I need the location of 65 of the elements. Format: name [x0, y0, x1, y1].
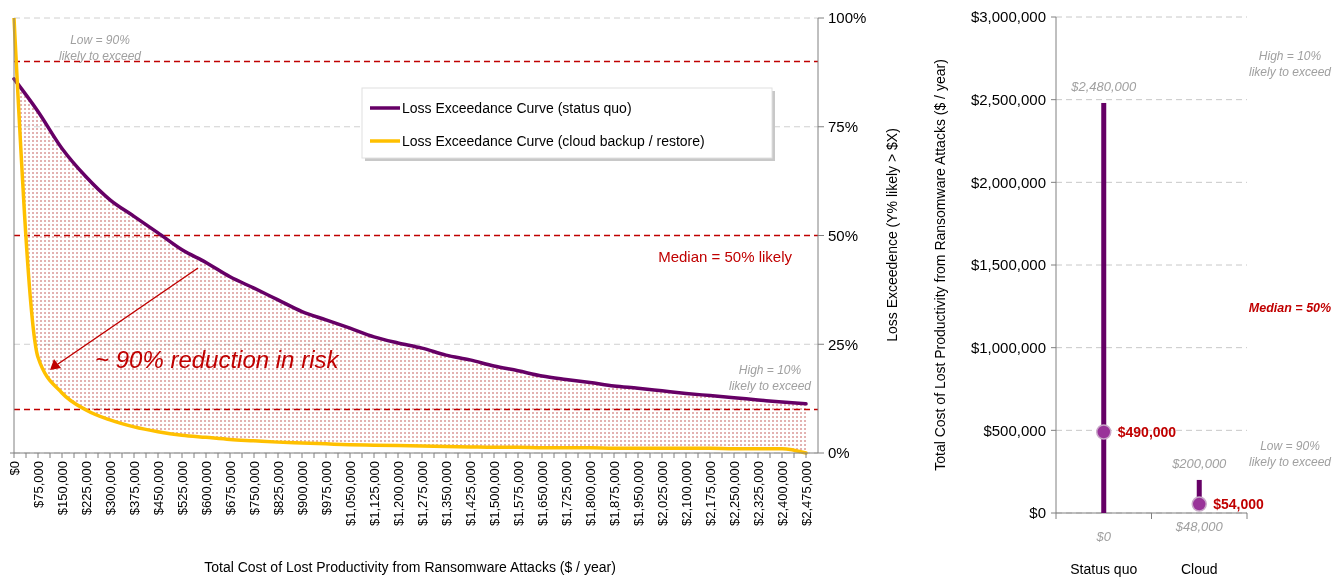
x-tick-label: $1,725,000 — [559, 461, 574, 527]
annotation: ~ 90% reduction in risk — [95, 346, 341, 373]
x-tick-label: $525,000 — [175, 461, 190, 516]
y-tick-label: $3,000,000 — [970, 8, 1046, 26]
x-tick-label: $2,175,000 — [703, 461, 718, 527]
y-tick-label: $1,500,000 — [970, 256, 1046, 274]
y-tick-label: $500,000 — [983, 421, 1046, 439]
x-tick-label: $0 — [7, 461, 22, 476]
y-tick-label: $2,000,000 — [970, 173, 1046, 191]
x-tick-label: $2,325,000 — [751, 461, 766, 527]
annotation: $200,000 — [1171, 455, 1228, 471]
legend-label: Loss Exceedance Curve (cloud backup / restore) — [402, 132, 705, 149]
x-tick-label: $675,000 — [223, 461, 238, 516]
ref-line-label: Median = 50% likely — [658, 247, 793, 265]
x-tick-label: $75,000 — [31, 461, 46, 508]
y-tick-label: 100% — [828, 9, 867, 27]
y-tick-label: 25% — [828, 335, 859, 353]
x-tick-label: $1,650,000 — [535, 461, 550, 527]
y-axis-title: Loss Exceedence (Y% likely > $X) — [884, 128, 900, 342]
ref-line-label: High = 10% likely to exceed — [728, 362, 812, 393]
text: Median = 50% — [1248, 301, 1332, 315]
text: High = 10% likely to exceed — [1248, 49, 1332, 79]
x-tick-label: $1,800,000 — [583, 461, 598, 527]
x-tick-label: $1,350,000 — [439, 461, 454, 527]
x-tick-label: $1,125,000 — [367, 461, 382, 527]
y-tick-label: 75% — [828, 118, 859, 135]
x-tick-label: $2,475,000 — [799, 461, 814, 527]
ref-line-label: Low = 90% likely to exceed — [58, 32, 142, 63]
x-tick-label: $825,000 — [271, 461, 286, 516]
annotation: $0 — [1095, 529, 1112, 544]
x-tick-label: $2,250,000 — [727, 461, 742, 527]
x-tick-label: $1,575,000 — [511, 461, 526, 527]
x-tick-label: $450,000 — [151, 461, 166, 516]
x-tick-label: $900,000 — [295, 461, 310, 516]
text: Low = 90% likely to exceed — [1248, 439, 1332, 469]
x-tick-label: $750,000 — [247, 461, 262, 516]
annotation: $2,480,000 — [1070, 78, 1138, 94]
x-tick-label: $1,875,000 — [607, 461, 622, 527]
x-tick-label: $1,425,000 — [463, 461, 478, 527]
x-tick-label: $2,400,000 — [775, 461, 790, 527]
y-tick-label: $1,000,000 — [970, 338, 1046, 356]
x-tick-label: $1,200,000 — [391, 461, 406, 527]
x-tick-label: $1,500,000 — [487, 461, 502, 527]
x-tick-label: $150,000 — [55, 461, 70, 516]
annotation: $48,000 — [1174, 519, 1224, 534]
x-tick-label: $2,025,000 — [655, 461, 670, 527]
data-label: $54,000 — [1213, 495, 1265, 512]
x-tick-label: $1,050,000 — [343, 461, 358, 527]
x-tick-label: $1,950,000 — [631, 461, 646, 527]
x-axis-title: Total Cost of Lost Productivity from Ransomware Attacks ($ / year) — [204, 559, 616, 575]
x-tick-label: $2,100,000 — [679, 461, 694, 527]
data-label: $490,000 — [1117, 423, 1177, 440]
legend-label: Loss Exceedance Curve (status quo) — [402, 99, 632, 116]
x-tick-label: Cloud — [1180, 561, 1218, 577]
x-tick-label: $225,000 — [79, 461, 94, 516]
x-tick-label: $300,000 — [103, 461, 118, 516]
y-tick-label: 0% — [828, 444, 850, 462]
y-tick-label: 50% — [828, 226, 859, 244]
y-tick-label: $2,500,000 — [970, 90, 1046, 108]
x-tick-label: $600,000 — [199, 461, 214, 516]
x-tick-label: $1,275,000 — [415, 461, 430, 527]
y-axis-title: Total Cost of Lost Productivity from Ransomware Attacks ($ / year) — [932, 59, 948, 471]
x-tick-label: $975,000 — [319, 461, 334, 516]
x-tick-label: $375,000 — [127, 461, 142, 516]
x-tick-label: Status quo — [1070, 561, 1138, 577]
